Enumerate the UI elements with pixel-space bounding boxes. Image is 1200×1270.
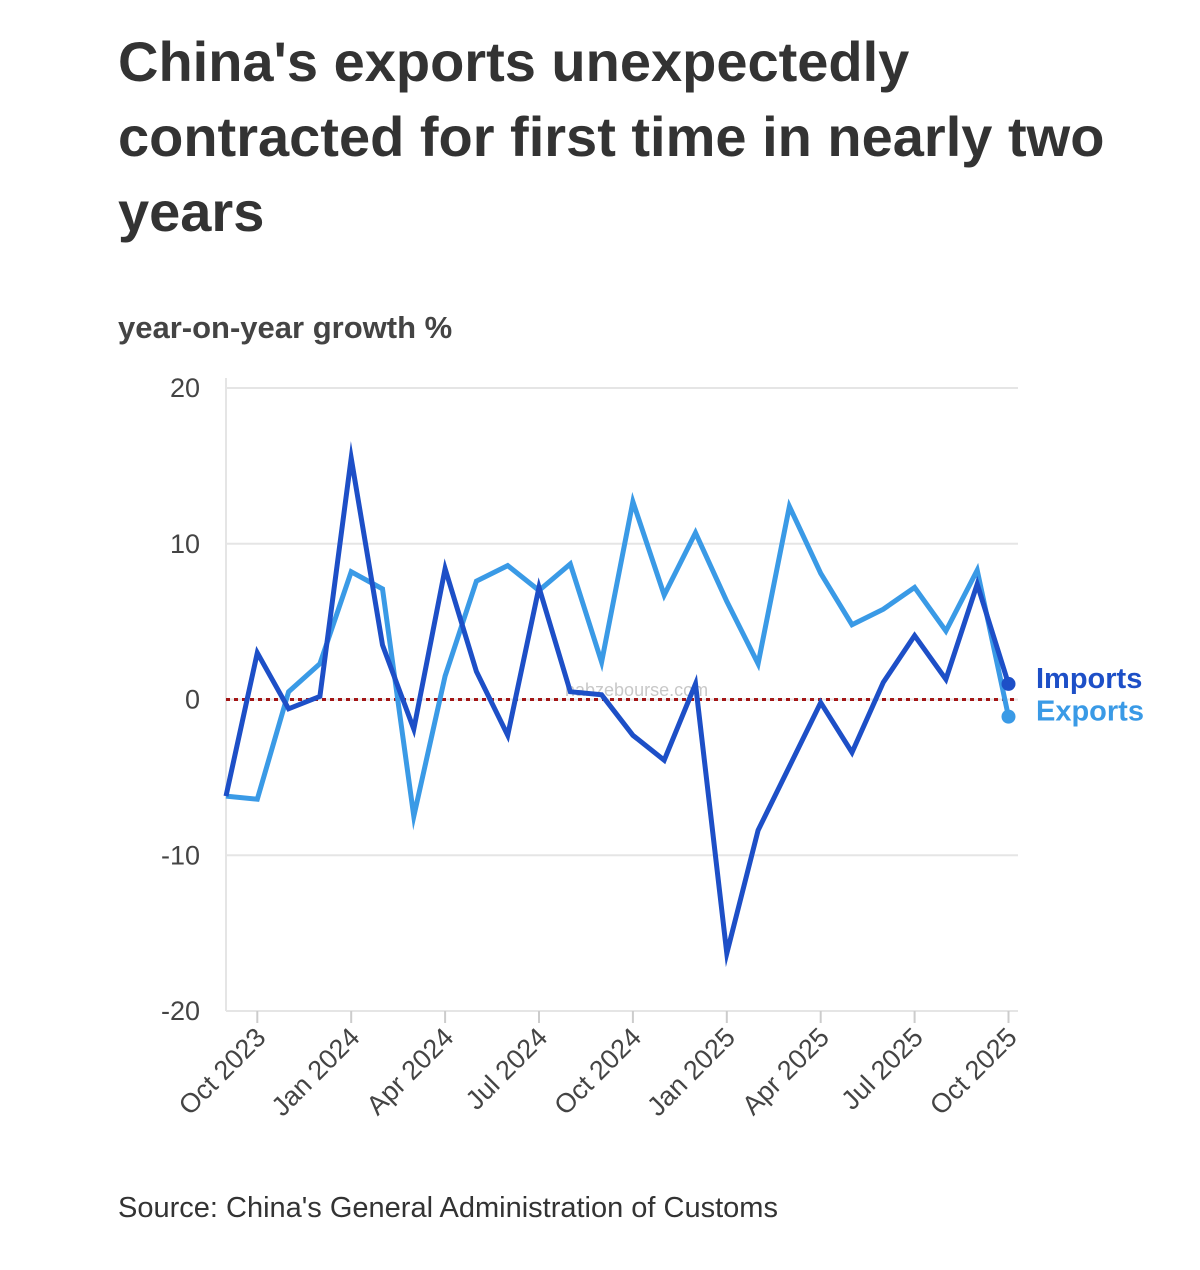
y-tick-label: -10 <box>161 840 200 870</box>
x-tick-label: Oct 2024 <box>548 1022 647 1121</box>
y-tick-label: 0 <box>185 685 200 715</box>
y-tick-label: 10 <box>170 529 200 559</box>
series-line-imports <box>223 441 1011 968</box>
x-tick-label: Jan 2024 <box>266 1022 366 1122</box>
y-axis-label: year-on-year growth % <box>118 310 453 345</box>
y-tick-label: 20 <box>170 373 200 403</box>
x-tick-label: Apr 2024 <box>361 1022 460 1121</box>
end-marker-imports <box>1001 676 1016 691</box>
chart-title: China's exports unexpectedly contracted … <box>118 30 1105 243</box>
watermark-text: nabzebourse.com <box>565 680 708 700</box>
x-tick-label: Apr 2025 <box>736 1022 835 1121</box>
x-tick-label: Oct 2025 <box>924 1022 1023 1121</box>
series-lines <box>223 441 1011 968</box>
y-tick-labels: 20 10 0 -10 -20 <box>161 373 200 1026</box>
x-tick-label: Jul 2025 <box>835 1022 928 1115</box>
x-tick-label: Jul 2024 <box>460 1022 553 1115</box>
end-marker-exports <box>1001 709 1016 724</box>
legend-label-imports: Imports <box>1036 663 1142 695</box>
y-tick-label: -20 <box>161 996 200 1026</box>
source-note: Source: China's General Administration o… <box>118 1192 778 1224</box>
series-line-exports <box>225 491 1011 831</box>
x-tick-label: Oct 2023 <box>173 1022 272 1121</box>
x-tick-label: Jan 2025 <box>641 1022 741 1122</box>
legend-label-exports: Exports <box>1036 696 1144 728</box>
